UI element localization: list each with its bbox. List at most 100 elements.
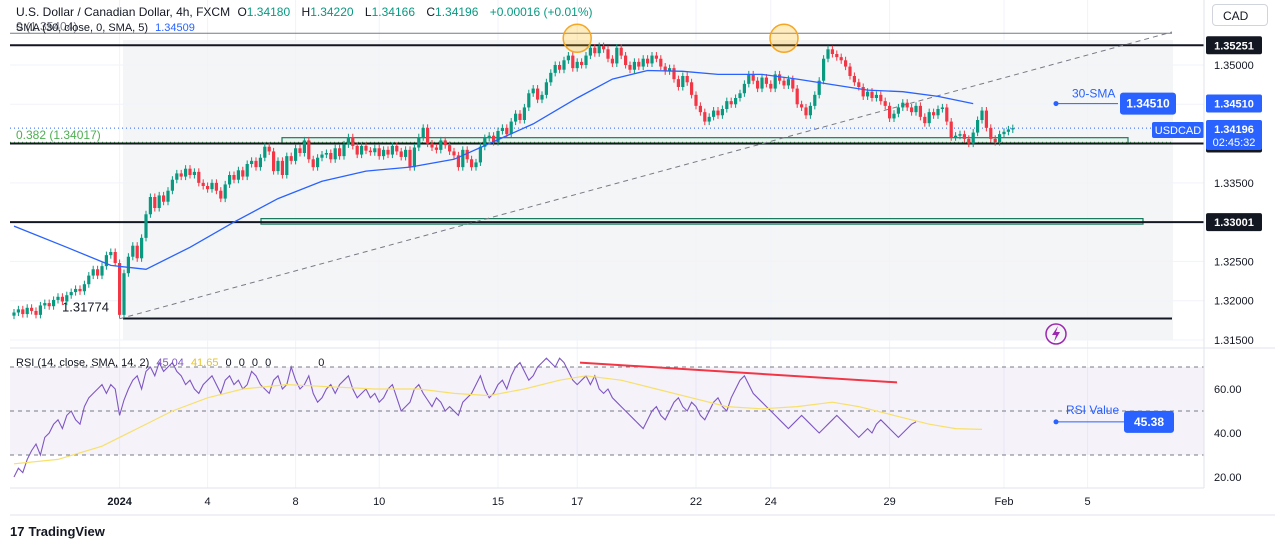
candle-body: [729, 101, 733, 105]
candle-body: [324, 153, 328, 155]
sma-axis-badge-label: 1.34510: [1214, 99, 1254, 111]
candle-body: [113, 252, 117, 263]
candle-body: [940, 107, 944, 109]
fib-level-label: 0.382 (1.34017): [16, 128, 101, 142]
sma-annotation: 30-SMA: [1072, 87, 1115, 101]
candle-body: [976, 120, 980, 133]
candle-body: [439, 140, 443, 150]
candle-body: [232, 175, 236, 180]
candle-body: [527, 93, 531, 108]
candle-body: [100, 266, 104, 276]
candle-body: [82, 284, 86, 292]
candle-body: [553, 65, 557, 73]
candle-body: [258, 157, 262, 168]
candle-body: [470, 159, 474, 168]
candle-body: [153, 197, 157, 208]
candle-body: [109, 252, 113, 256]
rsi-extra-0: 0: [225, 357, 232, 369]
candle-body: [448, 145, 452, 152]
candle-body: [597, 46, 601, 54]
candle-body: [170, 179, 174, 191]
candle-body: [690, 82, 694, 95]
candle-body: [927, 112, 931, 124]
candle-body: [874, 94, 878, 98]
candle-body: [188, 168, 192, 175]
rsi-legend-label: RSI (14, close, SMA, 14, 2): [16, 357, 150, 369]
candle-body: [795, 88, 799, 105]
sma-legend[interactable]: SMA (30, close, 0, SMA, 5) 1.34509: [16, 22, 199, 34]
candle-body: [25, 307, 29, 315]
candle-body: [989, 127, 993, 139]
candle-body: [399, 151, 403, 157]
candle-body: [30, 307, 34, 311]
tradingview-logo[interactable]: 17 TradingView: [10, 524, 105, 539]
sma-pointer-dot: [1053, 101, 1059, 107]
candle-body: [602, 46, 606, 50]
candle-body: [593, 47, 597, 54]
candle-body: [179, 173, 183, 177]
candle-body: [320, 154, 324, 158]
time-tick-label: 22: [690, 496, 702, 508]
candle-body: [676, 79, 680, 87]
candle-body: [267, 146, 271, 152]
candle-body: [254, 160, 258, 168]
candle-body: [135, 245, 139, 259]
change-value: +0.00016 (+0.01%): [489, 5, 593, 19]
candle-body: [901, 102, 905, 108]
candle-body: [452, 151, 456, 156]
candle-body: [800, 104, 804, 108]
candle-body: [580, 61, 584, 65]
candle-body: [835, 54, 839, 58]
candle-body: [712, 110, 716, 117]
candle-body: [861, 87, 865, 97]
tv-logo-text: TradingView: [28, 524, 105, 539]
candle-body: [131, 245, 135, 257]
candle-body: [87, 275, 91, 285]
candle-body: [505, 127, 509, 135]
candle-body: [360, 145, 364, 155]
price-tick-label: 1.35000: [1214, 60, 1254, 72]
candle-body: [778, 74, 782, 81]
rsi-legend-value: 45.04: [156, 357, 184, 369]
candle-body: [760, 77, 764, 89]
candle-body: [716, 110, 720, 116]
candle-body: [201, 182, 205, 186]
rsi-legend[interactable]: RSI (14, close, SMA, 14, 2) 45.04 41.65 …: [16, 357, 328, 369]
price-tick-label: 1.33500: [1214, 178, 1254, 190]
candle-body: [870, 91, 874, 98]
candle-body: [566, 55, 570, 61]
candle-body: [734, 98, 738, 105]
candle-body: [478, 146, 482, 163]
rsi-pane[interactable]: [10, 348, 1204, 488]
candle-body: [786, 79, 790, 86]
currency-selector[interactable]: CAD: [1212, 4, 1268, 26]
candle-body: [857, 82, 861, 87]
candle-body: [531, 88, 535, 94]
lightning-icon[interactable]: [1045, 323, 1067, 345]
candle-body: [558, 65, 562, 70]
candle-body: [390, 145, 394, 155]
candle-body: [514, 113, 518, 122]
candle-body: [659, 58, 663, 67]
candle-body: [962, 134, 966, 139]
candle-body: [1002, 131, 1006, 135]
level-badge-label: 1.33001: [1214, 217, 1254, 229]
highlight-region: [123, 40, 1173, 340]
candle-body: [844, 60, 848, 67]
candle-body: [720, 109, 724, 116]
candle-body: [971, 132, 975, 144]
candle-body: [166, 190, 170, 202]
candle-body: [782, 80, 786, 86]
candle-body: [280, 160, 284, 175]
candle-body: [945, 107, 949, 122]
candle-body: [276, 160, 280, 172]
candle-body: [408, 149, 412, 168]
candle-body: [993, 138, 997, 142]
rsi-extra-2: 0: [251, 357, 259, 369]
rsi-indicator: RSI Value 45.38: [10, 357, 1204, 478]
candle-body: [56, 296, 60, 300]
current-price-badge: [1206, 120, 1262, 150]
price-tick-label: 1.31500: [1214, 335, 1254, 347]
time-tick-label: Feb: [995, 496, 1014, 508]
